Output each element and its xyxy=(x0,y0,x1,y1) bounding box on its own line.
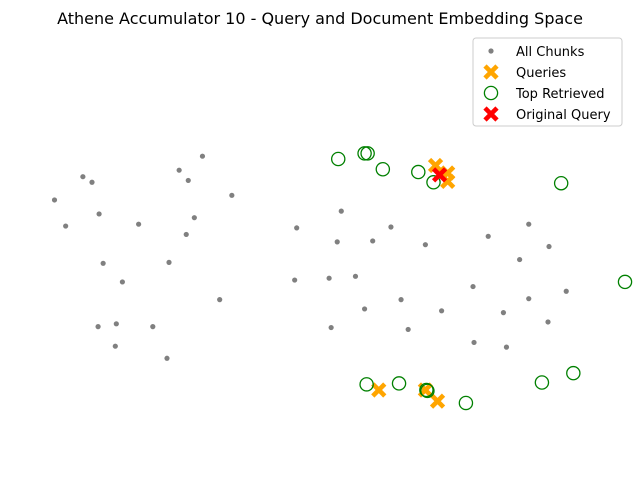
point-top-retrieved xyxy=(411,164,426,180)
point-all-chunks xyxy=(89,179,95,185)
point-all-chunks xyxy=(217,297,223,303)
point-all-chunks xyxy=(503,344,510,350)
point-all-chunks xyxy=(136,221,142,227)
series-all-chunks xyxy=(51,153,569,361)
point-top-retrieved xyxy=(426,175,441,190)
legend-label-all-chunks: All Chunks xyxy=(516,45,585,60)
plot-area xyxy=(51,146,633,411)
legend-label-queries: Queries xyxy=(516,66,566,81)
point-all-chunks xyxy=(229,192,235,198)
point-top-retrieved xyxy=(360,146,375,161)
point-all-chunks xyxy=(51,197,58,203)
point-top-retrieved xyxy=(359,377,374,392)
point-all-chunks xyxy=(388,224,394,230)
point-all-chunks xyxy=(185,177,191,184)
point-all-chunks xyxy=(405,326,411,333)
point-all-chunks xyxy=(119,279,125,285)
point-top-retrieved xyxy=(553,175,569,191)
point-all-chunks xyxy=(370,238,376,244)
point-all-chunks xyxy=(471,339,477,346)
legend-label-top-retrieved: Top Retrieved xyxy=(515,87,605,102)
point-all-chunks xyxy=(294,225,300,231)
point-all-chunks xyxy=(191,215,197,221)
point-all-chunks xyxy=(96,211,102,217)
point-queries xyxy=(429,393,446,409)
point-all-chunks xyxy=(176,167,182,173)
legend-box xyxy=(472,37,623,127)
point-all-chunks xyxy=(546,243,552,250)
point-top-retrieved xyxy=(458,395,474,411)
point-all-chunks xyxy=(563,288,569,294)
point-all-chunks xyxy=(361,306,368,312)
point-all-chunks xyxy=(398,297,404,303)
point-top-retrieved xyxy=(419,382,434,398)
point-all-chunks xyxy=(338,208,344,214)
point-queries xyxy=(371,382,387,398)
point-all-chunks xyxy=(517,256,523,263)
point-all-chunks xyxy=(95,324,101,330)
point-all-chunks xyxy=(545,319,551,325)
point-all-chunks xyxy=(113,321,119,327)
chart-title: Athene Accumulator 10 - Query and Docume… xyxy=(57,9,583,28)
point-top-retrieved xyxy=(534,375,550,390)
point-all-chunks xyxy=(80,174,86,180)
series-queries xyxy=(371,157,456,409)
point-top-retrieved xyxy=(566,365,581,381)
point-all-chunks xyxy=(112,343,118,349)
point-all-chunks xyxy=(485,233,491,239)
point-queries xyxy=(427,157,444,174)
point-all-chunks xyxy=(100,260,106,266)
point-all-chunks xyxy=(328,324,334,331)
point-top-retrieved xyxy=(391,376,407,391)
legend-marker-original-query xyxy=(483,106,499,122)
point-all-chunks xyxy=(183,231,189,238)
legend-label-original-query: Original Query xyxy=(516,108,611,123)
point-all-chunks xyxy=(470,283,476,290)
point-all-chunks xyxy=(150,324,156,330)
legend-marker-queries xyxy=(483,64,499,80)
point-all-chunks xyxy=(352,273,359,279)
point-all-chunks xyxy=(292,277,298,283)
point-top-retrieved xyxy=(420,383,435,399)
point-all-chunks xyxy=(199,153,206,159)
point-all-chunks xyxy=(526,221,532,227)
legend-marker-top-retrieved xyxy=(483,85,499,101)
point-all-chunks xyxy=(326,275,332,281)
legend: All Chunks Queries Top Retrieved Original Q… xyxy=(472,37,623,127)
point-top-retrieved xyxy=(617,274,633,290)
series-original-query xyxy=(431,167,448,183)
point-all-chunks xyxy=(500,310,507,316)
point-all-chunks xyxy=(422,242,428,248)
point-all-chunks xyxy=(166,259,172,265)
point-all-chunks xyxy=(334,239,340,245)
point-original-query xyxy=(431,167,448,183)
series-top-retrieved xyxy=(330,146,633,411)
point-all-chunks xyxy=(164,355,170,361)
legend-marker-all-chunks xyxy=(488,48,494,54)
point-top-retrieved xyxy=(357,146,372,161)
point-all-chunks xyxy=(63,223,69,229)
point-top-retrieved xyxy=(375,161,391,177)
point-all-chunks xyxy=(439,308,445,314)
point-all-chunks xyxy=(526,296,532,302)
point-top-retrieved xyxy=(330,151,346,167)
